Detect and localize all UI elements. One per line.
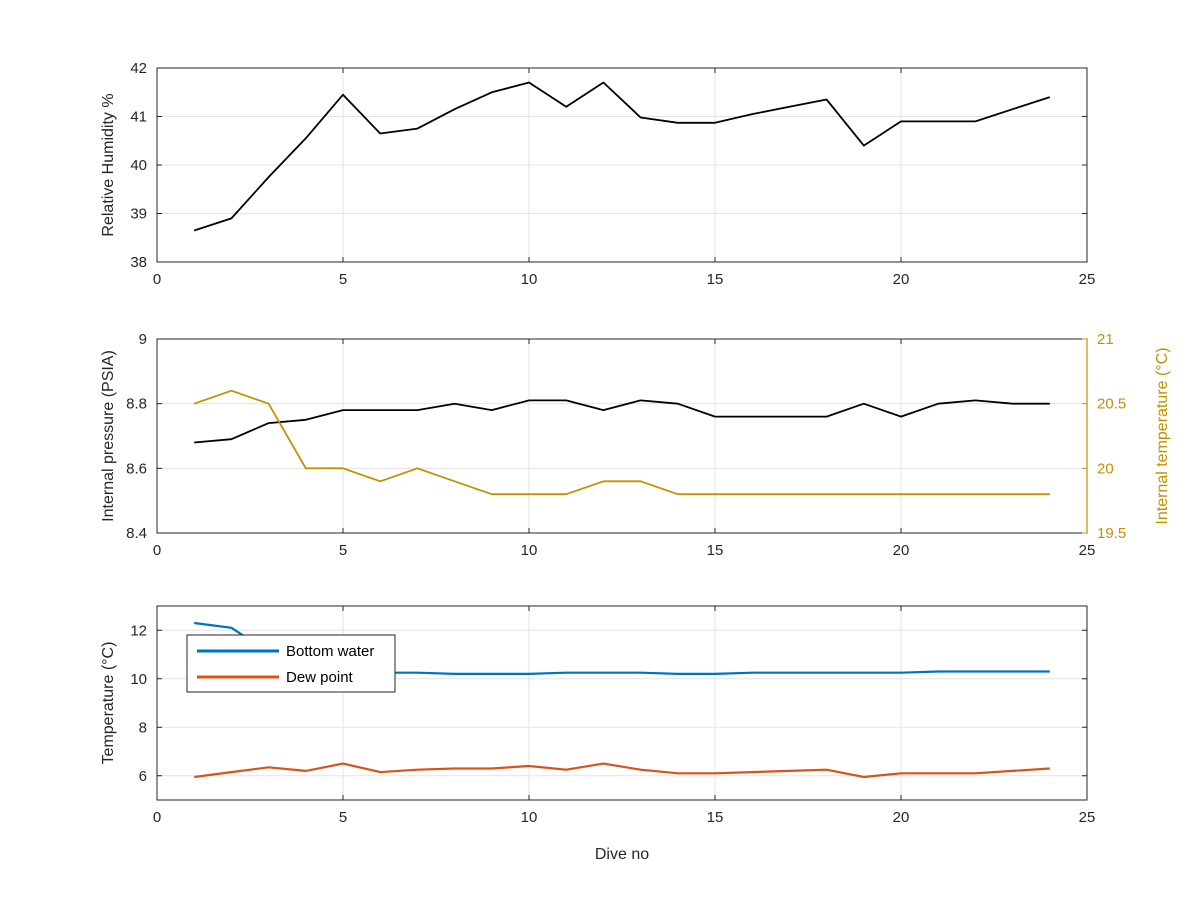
series-line-1 (194, 399, 1050, 444)
plot-area (157, 339, 1087, 533)
y-tick-label: 8.8 (126, 396, 147, 413)
x-tick-label: 20 (893, 542, 910, 559)
x-tick-label: 5 (339, 809, 347, 826)
x-tick-label: 10 (521, 809, 538, 826)
y-tick-label: 41 (130, 109, 147, 126)
y-axis-label: Temperature (°C) (100, 642, 117, 765)
chart-panel-2: 0 5 10 15 20 25 8.4 8.6 8.8 9 19.5 20 20.5 21 Internal… (100, 331, 1171, 559)
y2-tick-label: 20 (1097, 460, 1114, 477)
legend-label-1: Bottom water (286, 643, 374, 660)
y-tick-label: 38 (130, 254, 147, 271)
y2-axis-label: Internal temperature (°C) (1154, 347, 1171, 524)
x-tick-label: 0 (153, 271, 161, 288)
x-tick-label: 10 (521, 271, 538, 288)
legend-label-2: Dew point (286, 669, 354, 686)
y-tick-label: 40 (130, 157, 147, 174)
chart-panel-3: 0 5 10 15 20 25 6 8 10 12 Temperature (°C) Dive no B… (100, 605, 1096, 863)
series-line-2 (194, 762, 1050, 779)
y-tick-label: 42 (130, 60, 147, 77)
chart-panel-1: 0 5 10 15 20 25 38 39 40 41 42 Relative Humidity % (100, 60, 1095, 288)
y-tick-label: 8.6 (126, 460, 147, 477)
x-tick-label: 5 (339, 542, 347, 559)
y-axis-label: Relative Humidity % (100, 93, 117, 236)
y-tick-label: 9 (139, 331, 147, 348)
x-tick-label: 25 (1079, 271, 1096, 288)
series-line-2 (193, 389, 1050, 496)
x-tick-label: 25 (1079, 542, 1096, 559)
y-tick-label: 8 (139, 719, 147, 736)
x-tick-label: 20 (893, 271, 910, 288)
x-tick-label: 15 (707, 271, 724, 288)
y-tick-label: 6 (139, 768, 147, 785)
series-line-1 (193, 81, 1051, 232)
y-axis-label: Internal pressure (PSIA) (100, 350, 117, 522)
y2-tick-label: 19.5 (1097, 525, 1126, 542)
x-tick-label: 0 (153, 809, 161, 826)
y-tick-label: 12 (130, 622, 147, 639)
legend-box (186, 634, 396, 693)
x-tick-label: 15 (707, 542, 724, 559)
y-tick-label: 8.4 (126, 525, 147, 542)
y-tick-label: 10 (130, 671, 147, 688)
x-tick-label: 25 (1079, 809, 1096, 826)
y-tick-label: 39 (130, 206, 147, 223)
x-tick-label: 10 (521, 542, 538, 559)
x-tick-label: 15 (707, 809, 724, 826)
x-tick-label: 5 (339, 271, 347, 288)
axes-box (156, 605, 1088, 801)
x-axis-label: Dive no (595, 846, 649, 863)
y2-tick-label: 20.5 (1097, 396, 1126, 413)
y2-tick-label: 21 (1097, 331, 1114, 348)
x-tick-label: 20 (893, 809, 910, 826)
legend: Bottom water Dew point (186, 634, 396, 693)
x-tick-label: 0 (153, 542, 161, 559)
